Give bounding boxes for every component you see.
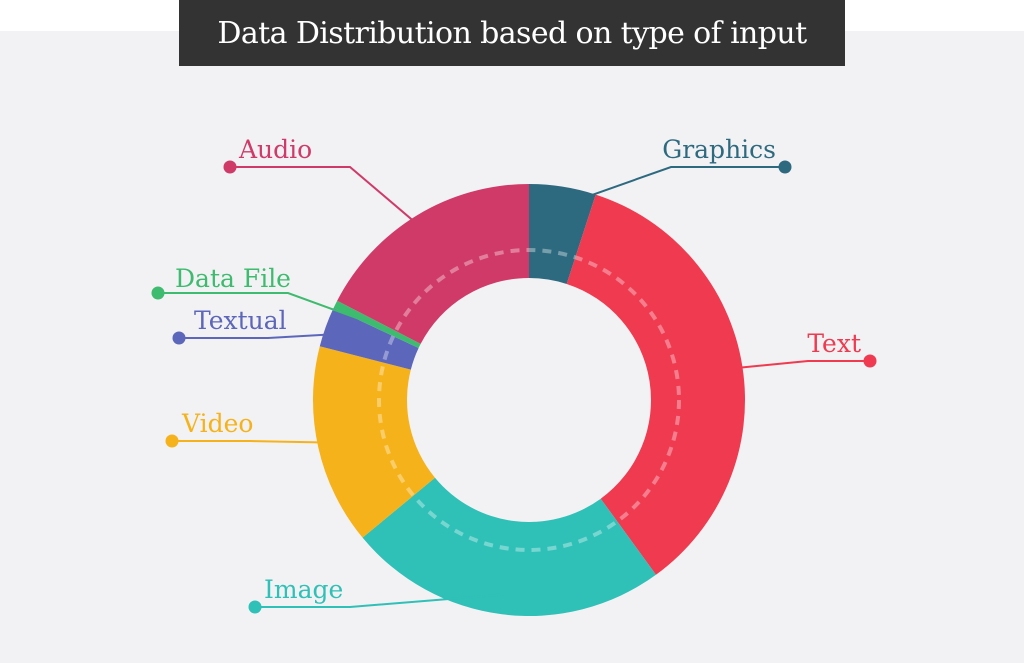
slice-label-textual: Textual: [194, 306, 287, 335]
leader-line-textual: [179, 332, 345, 339]
leader-dot-audio: [223, 160, 237, 174]
leader-line-text: [722, 360, 870, 371]
leader-line-graphics: [559, 166, 785, 208]
leader-line-audio: [230, 166, 428, 234]
leader-line-data-file: [158, 292, 382, 328]
slice-label-image: Image: [264, 575, 343, 604]
leader-dot-text: [863, 354, 877, 368]
leader-dot-graphics: [778, 160, 792, 174]
leader-line-image: [255, 593, 505, 608]
slice-audio: [337, 184, 529, 344]
donut-slices: [313, 184, 746, 616]
leader-dot-image: [248, 600, 262, 614]
leader-dot-data-file: [151, 286, 165, 300]
slice-data-file: [333, 300, 421, 349]
leader-dot-video: [165, 434, 179, 448]
chart-title-text: Data Distribution based on type of input: [217, 15, 807, 51]
callout-labels: Graphics Text Image Video Textual Data File Au…: [151, 135, 877, 614]
leader-line-video: [172, 440, 338, 444]
dashed-guide-ring: [377, 248, 681, 552]
slice-video: [313, 346, 435, 538]
slice-label-audio: Audio: [238, 135, 312, 164]
slice-label-data-file: Data File: [175, 264, 291, 293]
slice-text: [566, 194, 746, 575]
chart-title: Data Distribution based on type of input: [179, 0, 845, 66]
slice-label-graphics: Graphics: [662, 135, 776, 164]
leader-dot-textual: [172, 331, 186, 345]
slice-image: [362, 477, 656, 616]
slice-textual: [319, 308, 419, 370]
slice-label-text: Text: [807, 329, 861, 358]
slice-label-video: Video: [181, 409, 253, 438]
slice-graphics: [529, 184, 596, 284]
